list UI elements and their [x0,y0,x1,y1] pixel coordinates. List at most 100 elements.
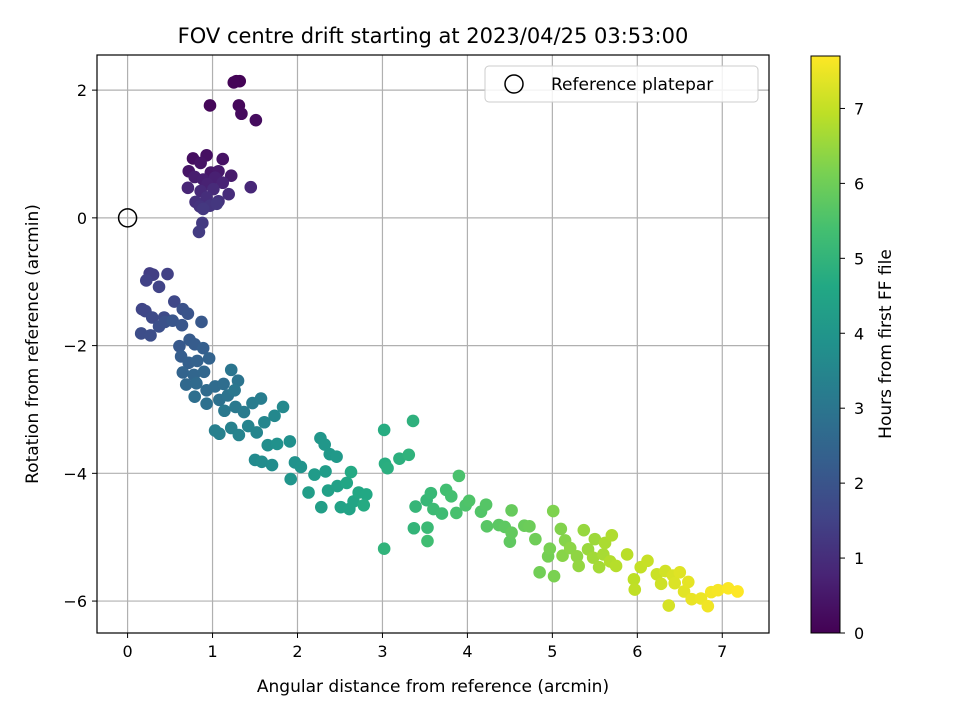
scatter-point [556,549,569,563]
x-tick-label: 4 [462,642,472,661]
scatter-point [217,377,230,391]
y-axis-label: Rotation from reference (arcmin) [23,204,43,484]
scatter-point [318,438,331,451]
scatter-point [190,354,204,368]
scatter-point [402,448,416,462]
scatter-point [523,520,536,533]
scatter-point [319,465,332,478]
scatter-point [181,307,195,320]
scatter-point [529,532,542,546]
colorbar-label: Hours from first FF file [876,249,896,439]
scatter-point [731,585,744,598]
scatter-point [258,415,271,429]
scatter-point [505,526,518,540]
x-tick-label: 6 [632,642,642,661]
y-tick-label: −4 [63,464,87,483]
colorbar-tick-label: 6 [854,174,864,193]
scatter-point [407,521,421,535]
scatter-point [216,176,230,190]
scatter-point [192,225,206,239]
scatter-point [227,76,241,89]
scatter-point [344,465,358,479]
scatter-point [479,498,493,511]
scatter-point [134,327,148,340]
scatter-point [450,506,463,520]
scatter-point [546,504,560,518]
scatter-point [284,472,297,486]
y-axis-ticks: −6 −4 −2 0 2 [63,81,97,611]
colorbar-tick-label: 5 [854,249,864,268]
scatter-point [302,486,315,499]
scatter-point [533,566,546,579]
x-tick-label: 7 [717,642,727,661]
scatter-point [586,551,600,564]
scatter-point [570,550,584,563]
scatter-point [627,573,641,586]
x-tick-label: 1 [207,642,217,661]
scatter-point [210,197,224,211]
scatter-point [270,437,284,451]
scatter-point [145,311,159,324]
legend: Reference platepar [484,65,759,103]
scatter-point [377,542,391,555]
colorbar-tick-label: 2 [854,474,864,493]
scatter-point [152,280,166,294]
scatter-point [207,182,220,196]
scatter-point [711,583,725,597]
scatter-point [677,585,691,598]
scatter-point [480,520,494,533]
scatter-point [231,374,245,388]
scatter-point [254,392,268,405]
scatter-point [605,528,619,542]
scatter-point [161,267,174,281]
scatter-point [265,458,279,472]
scatter-point [216,152,230,166]
scatter-point [406,414,420,428]
scatter-point [249,113,263,127]
scatter-point [190,376,203,390]
x-tick-label: 2 [292,642,302,661]
scatter-point [543,542,557,555]
scatter-point [444,490,458,503]
scatter-point [250,426,264,439]
y-tick-label: −6 [63,592,87,611]
scatter-point [235,107,248,121]
scatter-point [232,428,246,442]
x-axis-ticks: 0 1 2 3 4 5 6 7 [122,633,727,661]
scatter-point [268,409,281,423]
scatter-point [462,494,476,508]
scatter-point [175,318,189,332]
scatter-point [505,504,518,517]
scatter-points [134,74,744,613]
scatter-point [202,352,216,365]
scatter-point [194,156,207,170]
scatter-point [421,534,434,548]
scatter-point [588,532,602,546]
scatter-point [641,554,654,568]
chart-title: FOV centre drift starting at 2023/04/25 … [178,24,689,48]
colorbar-tick-label: 4 [854,324,864,343]
scatter-point [357,498,371,512]
scatter-point [628,583,642,596]
scatter-point [255,455,269,469]
colorbar-ticks: 0 1 2 3 4 5 6 7 [840,99,864,643]
scatter-point [144,329,157,342]
colorbar-tick-label: 1 [854,549,864,568]
colorbar-tick-label: 3 [854,399,864,418]
scatter-point [173,339,186,353]
scatter-point [330,450,343,464]
scatter-point [673,566,687,579]
scatter-point [224,363,238,377]
scatter-point [321,484,335,497]
scatter-point [424,486,438,500]
scatter-point [224,169,238,183]
scatter-point [360,488,373,501]
scatter-point [381,461,394,475]
scatter-point [195,315,208,329]
scatter-point [218,404,231,418]
scatter-point [244,180,258,194]
scatter-point [261,438,275,452]
scatter-point [547,569,561,583]
scatter-point [166,314,179,327]
